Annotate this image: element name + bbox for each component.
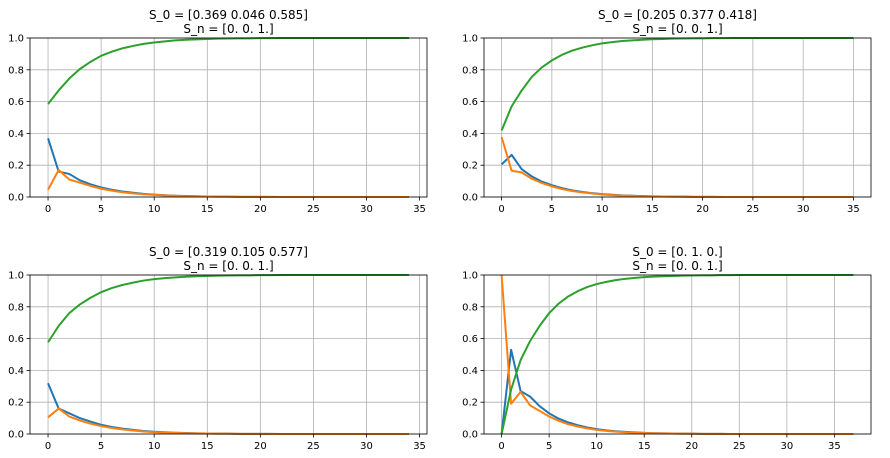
chart-title-line2: S_n = [0. 0. 1.]: [632, 259, 722, 273]
x-tick-label: 0: [498, 441, 504, 452]
x-tick-label: 20: [254, 441, 267, 452]
x-tick-label: 5: [98, 441, 104, 452]
x-tick-label: 0: [45, 204, 51, 215]
x-tick-label: 25: [747, 204, 760, 215]
chart-panel-2: 0 5 10 15 20 25 30 35 0.0 0.2 0.4 0.6 0.8 1.0 S_0 = [0…: [462, 8, 872, 215]
x-tick-label: 25: [733, 441, 746, 452]
chart-title-line1: S_0 = [0. 1. 0.]: [632, 245, 722, 259]
y-tick-label: 0.4: [462, 129, 478, 140]
axes-frame: [29, 37, 428, 198]
chart-title-line1: S_0 = [0.369 0.046 0.585]: [149, 8, 308, 22]
y-tick-label: 0.4: [8, 129, 24, 140]
chart-title-line2: S_n = [0. 0. 1.]: [183, 22, 273, 36]
x-tick-label: 30: [360, 204, 373, 215]
x-tick-label: 35: [413, 441, 426, 452]
x-tick-label: 5: [549, 204, 555, 215]
y-tick-label: 0.0: [462, 430, 478, 441]
y-tick-label: 0.8: [8, 302, 24, 313]
axes-frame: [29, 274, 428, 435]
x-tick-label: 20: [685, 441, 698, 452]
y-tick-label: 0.2: [8, 161, 24, 172]
x-tick-label: 0: [498, 204, 504, 215]
y-tick-label: 0.6: [8, 334, 24, 345]
x-tick-label: 10: [590, 441, 603, 452]
chart-title-line1: S_0 = [0.205 0.377 0.418]: [598, 8, 757, 22]
x-tick-label: 20: [254, 204, 267, 215]
y-tick-label: 0.0: [462, 193, 478, 204]
x-tick-label: 30: [360, 441, 373, 452]
y-tick-label: 1.0: [8, 271, 24, 282]
x-tick-label: 10: [148, 204, 161, 215]
chart-title-line1: S_0 = [0.319 0.105 0.577]: [149, 245, 308, 259]
y-tick-label: 1.0: [462, 34, 478, 45]
y-tick-label: 0.2: [462, 161, 478, 172]
chart-title-line2: S_n = [0. 0. 1.]: [632, 22, 722, 36]
x-tick-label: 30: [780, 441, 793, 452]
y-tick-label: 0.2: [462, 398, 478, 409]
axes-frame: [483, 37, 872, 198]
x-tick-label: 10: [148, 441, 161, 452]
chart-panel-4: 0 5 10 15 20 25 30 35 0.0 0.2 0.4 0.6 0.8 1.0 S_0 = [0…: [462, 245, 872, 452]
y-tick-label: 0.6: [8, 97, 24, 108]
x-tick-label: 5: [98, 204, 104, 215]
x-tick-label: 20: [696, 204, 709, 215]
y-tick-label: 0.8: [8, 65, 24, 76]
y-tick-label: 0.6: [462, 334, 478, 345]
chart-title-line2: S_n = [0. 0. 1.]: [183, 259, 273, 273]
x-tick-label: 15: [201, 441, 214, 452]
axes-frame: [483, 274, 872, 435]
y-tick-label: 0.4: [462, 366, 478, 377]
x-tick-label: 35: [828, 441, 841, 452]
y-tick-label: 0.8: [462, 65, 478, 76]
y-tick-label: 0.4: [8, 366, 24, 377]
x-tick-label: 25: [307, 441, 320, 452]
chart-panel-1: 0 5 10 15 20 25 30 35 0.0 0.2 0.4 0.6 0.8 1.0 S_0 = [0…: [8, 8, 428, 215]
y-tick-label: 0.0: [8, 193, 24, 204]
x-tick-label: 30: [797, 204, 810, 215]
chart-panel-3: 0 5 10 15 20 25 30 35 0.0 0.2 0.4 0.6 0.8 1.0 S_0 = [0…: [8, 245, 428, 452]
x-tick-label: 35: [847, 204, 860, 215]
y-tick-label: 0.8: [462, 302, 478, 313]
x-tick-label: 15: [201, 204, 214, 215]
x-tick-label: 5: [546, 441, 552, 452]
y-tick-label: 0.2: [8, 398, 24, 409]
x-tick-label: 10: [596, 204, 609, 215]
y-tick-label: 1.0: [462, 271, 478, 282]
y-tick-label: 0.6: [462, 97, 478, 108]
x-tick-label: 0: [45, 441, 51, 452]
y-tick-label: 1.0: [8, 34, 24, 45]
x-tick-label: 25: [307, 204, 320, 215]
x-tick-label: 15: [646, 204, 659, 215]
x-tick-label: 15: [638, 441, 651, 452]
x-tick-label: 35: [413, 204, 426, 215]
y-tick-label: 0.0: [8, 430, 24, 441]
